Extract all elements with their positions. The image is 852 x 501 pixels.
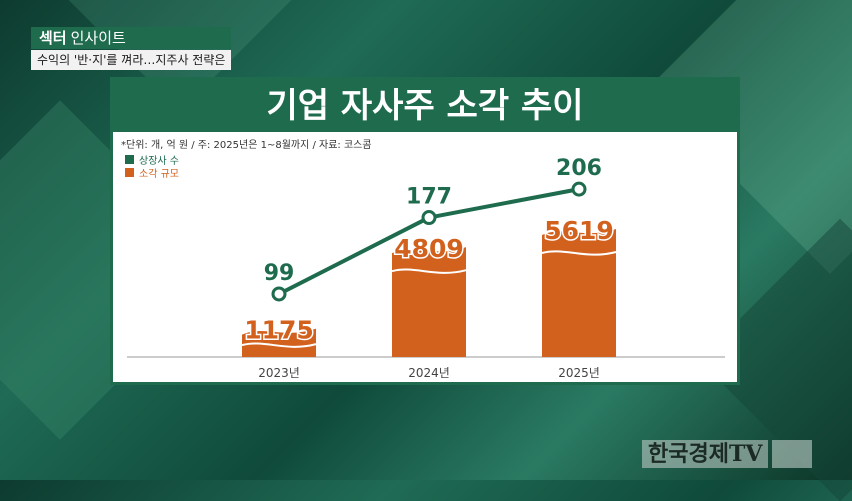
legend-swatch-green	[125, 155, 134, 164]
bar-2025년	[542, 229, 616, 357]
line-point-marker	[271, 286, 287, 302]
bar-value-label: 5619	[544, 216, 614, 245]
program-name: 인사이트	[70, 29, 126, 47]
legend-item-line: 상장사 수	[125, 153, 179, 167]
chart-card: 기업 자사주 소각 추이 *단위: 개, 억 원 / 주: 2025년은 1~8…	[110, 77, 740, 385]
broadcaster-watermark: 한국경제TV	[642, 440, 814, 468]
watermark-block	[772, 440, 813, 468]
line-value-label: 177	[406, 185, 452, 210]
x-tick-label: 2024년	[408, 366, 450, 380]
line-value-label: 206	[556, 156, 602, 181]
line-value-label: 99	[264, 261, 295, 286]
bar-2024년	[392, 247, 466, 357]
legend-label: 상장사 수	[139, 156, 179, 167]
bar-wave-line	[241, 342, 317, 348]
x-tick-label: 2023년	[258, 366, 300, 380]
bar-value-label: 1175	[244, 316, 314, 345]
bar-2023년	[242, 328, 316, 357]
program-name-bold: 섹터	[39, 29, 67, 47]
chart-title: 기업 자사주 소각 추이	[113, 80, 737, 132]
chart-note: *단위: 개, 억 원 / 주: 2025년은 1~8월까지 / 자료: 코스콤	[121, 140, 372, 151]
bar-wave-line	[541, 250, 617, 256]
legend-swatch-orange	[125, 168, 134, 177]
chart-legend: 상장사 수 소각 규모	[125, 153, 179, 180]
legend-label: 소각 규모	[139, 169, 179, 180]
chart-plot: 1175 2023년 4809 2024년 5619 2025년 99 177 206	[127, 156, 725, 380]
line-point-marker	[421, 210, 437, 226]
headline-caption: 수익의 '반·지'를 껴라…지주사 전략은	[31, 50, 231, 70]
legend-item-bar: 소각 규모	[125, 166, 179, 180]
bar-value-label: 4809	[394, 234, 464, 263]
bar-wave-line	[391, 268, 467, 274]
program-tag: 섹터 인사이트	[31, 27, 231, 49]
x-tick-label: 2025년	[558, 366, 600, 380]
line-point-marker	[571, 181, 587, 197]
watermark-text: 한국경제TV	[642, 440, 769, 468]
